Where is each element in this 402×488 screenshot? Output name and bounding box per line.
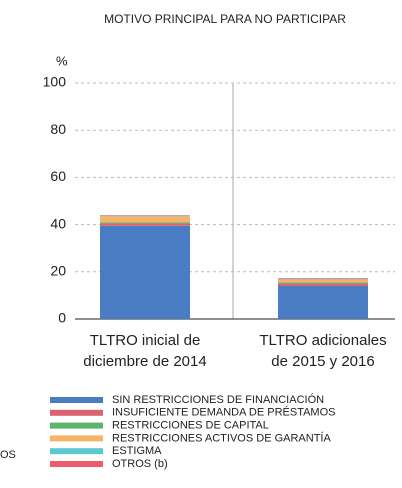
bar-segment [100, 222, 190, 224]
legend-swatch [50, 461, 103, 467]
chart-title: MOTIVO PRINCIPAL PARA NO PARTICIPAR [104, 12, 346, 26]
legend-swatch [50, 435, 103, 442]
legend-label: RESTRICCIONES DE CAPITAL [112, 420, 269, 432]
legend-swatch [50, 448, 103, 455]
legend-swatch [50, 397, 103, 403]
legend-label: OTROS (b) [112, 458, 168, 470]
legend-label: INSUFICIENTE DEMANDA DE PRÉSTAMOS [112, 406, 336, 419]
x-tick-label: TLTRO inicial de diciembre de 2014 [83, 332, 207, 370]
bar-segment [278, 279, 368, 283]
y-tick-label: 40 [50, 215, 66, 231]
legend-label: RESTRICCIONES ACTIVOS DE GARANTÍA [112, 431, 331, 444]
bar-segment [278, 285, 368, 319]
bar-segment [278, 283, 368, 286]
legend-label: ESTIGMA [112, 445, 162, 457]
legend-swatch [50, 422, 103, 429]
y-tick-label: 20 [50, 263, 66, 279]
bar-segment [100, 225, 190, 319]
bar-segment [278, 282, 368, 284]
y-axis-label: % [56, 53, 68, 68]
fragment-text: OS [0, 449, 16, 461]
y-tick-label: 60 [50, 168, 66, 184]
bar-segment [100, 223, 190, 226]
y-tick-label: 0 [58, 310, 66, 326]
legend-swatch [50, 409, 103, 416]
x-tick-label: TLTRO adicionales de 2015 y 2016 [259, 332, 387, 370]
y-tick-label: 100 [43, 74, 67, 90]
legend-label: SIN RESTRICCIONES DE FINANCIACIÓN [112, 393, 324, 406]
bar-segment [278, 278, 368, 279]
y-tick-label: 80 [50, 121, 66, 137]
bar-segment [100, 215, 190, 217]
bar-segment [100, 216, 190, 223]
bar-segment [278, 278, 368, 280]
